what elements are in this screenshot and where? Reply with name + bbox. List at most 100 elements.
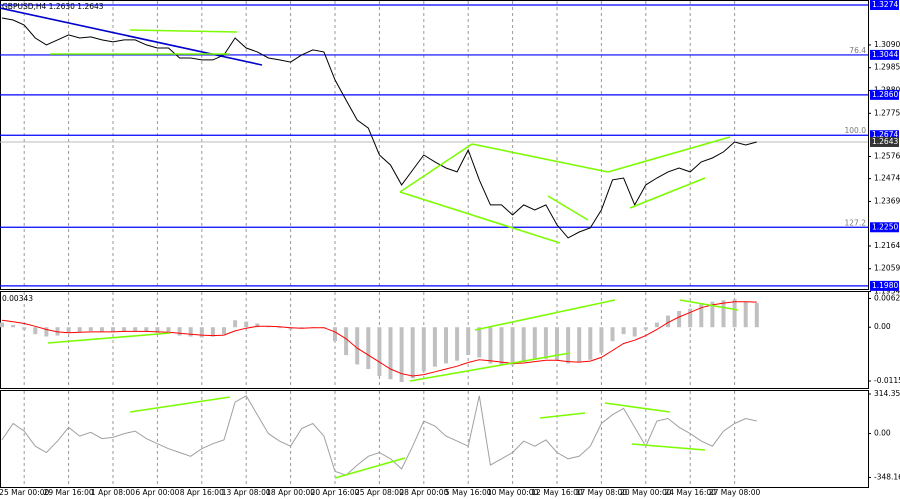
y-tick-label: 1.2369 (874, 196, 900, 205)
trendline (539, 412, 586, 419)
histogram-bar (99, 327, 104, 332)
x-tick-label: 12 May 16:00 (531, 488, 583, 497)
pane-borders (0, 0, 869, 488)
histogram-bar (621, 327, 626, 335)
histogram-bar (210, 327, 215, 337)
histogram-bar (199, 327, 204, 338)
x-tick-label: 10 May 00:00 (487, 488, 539, 497)
histogram-bar (144, 327, 149, 332)
chart-title: GBPUSD,H4 1.2630 1.2643 (2, 2, 104, 11)
y-tick-label: 0.00 (874, 429, 891, 438)
indicator-title: 0.00343 (2, 294, 33, 303)
histogram-bar (599, 327, 604, 353)
x-tick-label: 8 Apr 16:00 (180, 488, 224, 497)
histogram-bar (166, 327, 171, 333)
x-tick-label: 20 May 00:00 (620, 488, 672, 497)
x-tick-label: 13 Apr 08:00 (222, 488, 271, 497)
x-tick-label: 5 May 16:00 (445, 488, 492, 497)
x-tick-label: 18 Apr 00:00 (266, 488, 315, 497)
histogram-bar (677, 310, 682, 328)
trendline (399, 191, 561, 244)
level-label-box (870, 49, 899, 60)
level-label-box (870, 89, 899, 100)
level-label-box (870, 280, 899, 291)
trendline (47, 332, 171, 344)
histogram-bar (543, 327, 548, 359)
y-tick-label: 1.2775 (874, 108, 900, 117)
histogram-bar (477, 327, 482, 358)
grid (23, 1, 736, 487)
y-tick-label: 1.2059 (874, 264, 900, 273)
trendline (471, 143, 609, 173)
histogram-bar (0, 322, 4, 328)
price-pane (0, 0, 869, 290)
histogram-bar (111, 327, 115, 332)
level-label: 1.2250 (872, 222, 898, 231)
histogram-bar (532, 327, 537, 360)
histogram-bar (344, 327, 349, 356)
histogram-bar (222, 327, 226, 335)
histogram-bar (610, 327, 615, 342)
y-tick-label: 1.2985 (874, 63, 900, 72)
cci-pane (0, 390, 869, 488)
y-tick-label: 1.1954 (874, 287, 900, 296)
histogram-bar (255, 323, 260, 328)
histogram-bar (188, 327, 193, 337)
histogram-bar (177, 327, 182, 336)
trendline (629, 177, 706, 209)
histogram-bar (577, 327, 582, 363)
y-tick-label: 1.3090 (874, 40, 900, 49)
level-label: 1.3274 (872, 0, 898, 9)
histogram-bar (699, 304, 704, 328)
trendline (399, 143, 473, 193)
histogram-bar (743, 301, 748, 328)
histogram-bar (77, 327, 82, 332)
histogram-bar (455, 327, 460, 361)
histogram-bar (233, 320, 238, 328)
histogram-bar (410, 327, 415, 379)
y-tick-label: 1.2474 (874, 174, 900, 183)
histogram-bar (499, 327, 504, 365)
histogram-bar (732, 299, 737, 328)
histogram-bar (33, 327, 38, 335)
trendline (129, 396, 231, 413)
histogram-bar (721, 300, 726, 328)
x-tick-label: 27 May 08:00 (709, 488, 761, 497)
x-tick-label: 24 May 16:00 (664, 488, 716, 497)
histogram-bar (288, 327, 293, 330)
trendline (604, 402, 671, 413)
histogram-bar (11, 324, 16, 328)
y-tick-label: 1.2164 (874, 241, 900, 250)
trendline (409, 352, 571, 382)
fib-label: 76.4 (849, 46, 866, 55)
histogram-bar (666, 315, 670, 328)
trendline (631, 443, 706, 451)
x-tick-label: 17 May 08:00 (576, 488, 628, 497)
trendline (334, 457, 406, 479)
y-tick-label: -348.1666 (874, 472, 900, 481)
histogram-bar (355, 327, 360, 365)
level-label: 1.2860 (872, 90, 898, 99)
histogram-bar (510, 327, 515, 366)
histogram-bar (44, 327, 49, 337)
histogram-bar (366, 327, 371, 370)
histogram-bar (521, 327, 526, 363)
histogram-bar (133, 327, 138, 331)
level-label-box (870, 0, 899, 10)
trendline (0, 7, 263, 66)
histogram-bar (399, 327, 404, 383)
level-label: 1.3044 (872, 50, 898, 59)
fib-label: 127.2 (845, 218, 867, 227)
x-tick-label: 25 Mar 00:00 (0, 488, 49, 497)
histogram-bar (754, 303, 759, 328)
fib-label: 100.0 (845, 126, 867, 135)
y-tick-label: 0.00 (874, 322, 891, 331)
x-tick-label: 1 Apr 08:00 (91, 488, 135, 497)
current-price-box (870, 136, 899, 147)
histogram-bar (710, 301, 715, 328)
histogram-bar (466, 327, 471, 356)
trendline (474, 299, 616, 331)
price-line (1, 395, 757, 476)
